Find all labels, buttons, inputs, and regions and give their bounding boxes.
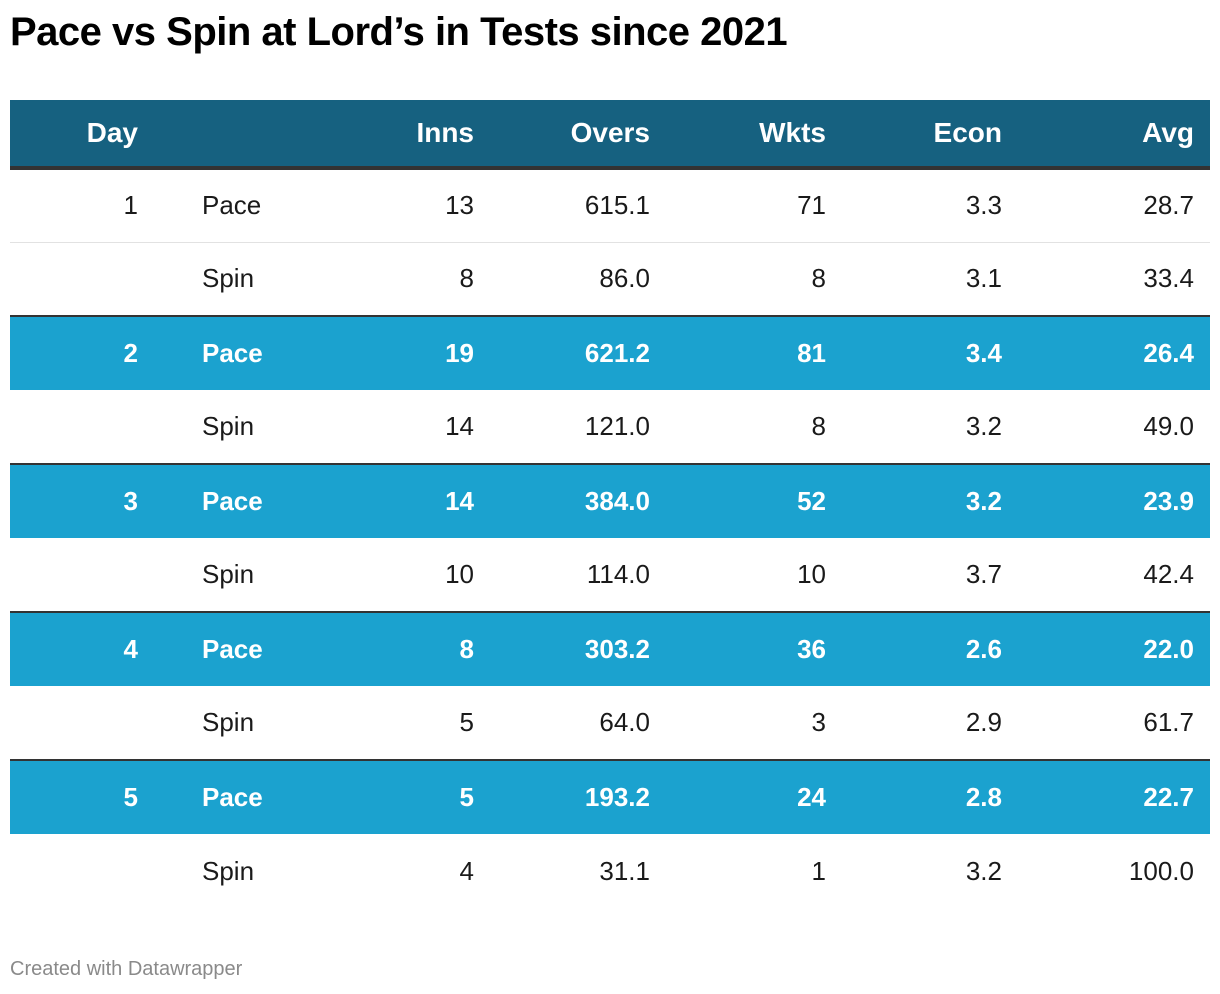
- cell-day: 1: [10, 168, 150, 243]
- cell-avg: 26.4: [1018, 315, 1210, 390]
- cell-econ: 3.2: [842, 463, 1018, 538]
- cell-inns: 5: [459, 707, 474, 737]
- table-row: 5 Pace 5 193.2 24 2.8 22.7: [10, 759, 1210, 834]
- cell-inns: 5: [310, 759, 490, 834]
- cell-wkts: 8: [811, 263, 826, 294]
- cell-avg: 49.0: [1143, 411, 1194, 441]
- cell-overs: 621.2: [490, 315, 666, 390]
- footer-credit: Created with Datawrapper: [10, 958, 243, 980]
- cell-avg: 23.9: [1018, 463, 1210, 538]
- cell-wkts: 81: [666, 315, 842, 390]
- cell-econ: 2.6: [842, 611, 1018, 686]
- cell-econ: 3.4: [842, 315, 1018, 390]
- cell-day: 4: [10, 611, 150, 686]
- table-header: Day Inns Overs Wkts Econ Avg: [10, 100, 1210, 170]
- data-table-container: Day Inns Overs Wkts Econ Avg 1 Pace 13 615.…: [10, 100, 1210, 908]
- cell-avg: 100.0: [1128, 855, 1194, 886]
- cell-wkts: 8: [811, 411, 826, 441]
- cell-day: [10, 390, 150, 464]
- table-row: 2 Pace 19 621.2 81 3.4 26.4: [10, 315, 1210, 390]
- cell-type: Pace: [150, 759, 310, 834]
- cell-type: Spin: [202, 707, 255, 737]
- cell-inns: 10: [445, 559, 474, 589]
- cell-avg: 28.7: [1018, 168, 1210, 243]
- column-header-type: [150, 100, 310, 170]
- cell-avg: 22.7: [1018, 759, 1210, 834]
- data-table: Day Inns Overs Wkts Econ Avg 1 Pace 13 615.…: [10, 100, 1210, 908]
- cell-day: [10, 834, 150, 908]
- cell-overs: 114.0: [586, 559, 650, 589]
- cell-day: 2: [10, 315, 150, 390]
- cell-inns: 4: [459, 855, 474, 886]
- table-row: Spin 4 31.1 1 3.2 100.0: [10, 834, 1210, 908]
- cell-econ: 2.9: [965, 707, 1002, 737]
- cell-overs: 615.1: [490, 168, 666, 243]
- cell-inns: 19: [310, 315, 490, 390]
- cell-econ: 3.2: [965, 855, 1002, 886]
- table-row: 4 Pace 8 303.2 36 2.6 22.0: [10, 611, 1210, 686]
- chart-title: Pace vs Spin at Lord’s in Tests since 20…: [10, 10, 788, 54]
- column-header-avg: Avg: [1018, 100, 1210, 170]
- cell-type: Spin: [202, 855, 255, 886]
- cell-day: [10, 242, 150, 316]
- cell-econ: 2.8: [842, 759, 1018, 834]
- cell-inns: 8: [310, 611, 490, 686]
- column-header-econ: Econ: [842, 100, 1018, 170]
- column-header-day: Day: [10, 100, 150, 170]
- header-row: Day Inns Overs Wkts Econ Avg: [10, 100, 1210, 170]
- cell-type: Spin: [202, 263, 255, 294]
- cell-econ: 3.3: [842, 168, 1018, 243]
- cell-inns: 8: [459, 263, 474, 294]
- cell-avg: 61.7: [1143, 707, 1194, 737]
- table-row: 3 Pace 14 384.0 52 3.2 23.9: [10, 463, 1210, 538]
- cell-wkts: 1: [811, 855, 826, 886]
- column-header-inns: Inns: [310, 100, 490, 170]
- cell-type: Pace: [150, 611, 310, 686]
- cell-overs: 31.1: [599, 855, 650, 886]
- cell-avg: 22.0: [1018, 611, 1210, 686]
- table-row: Spin 14 121.0 8 3.2 49.0: [10, 390, 1210, 464]
- cell-overs: 86.0: [599, 263, 650, 294]
- column-header-wkts: Wkts: [666, 100, 842, 170]
- column-header-overs: Overs: [490, 100, 666, 170]
- table-row: Spin 5 64.0 3 2.9 61.7: [10, 686, 1210, 760]
- cell-wkts: 3: [811, 707, 826, 737]
- cell-day: 3: [10, 463, 150, 538]
- cell-wkts: 24: [666, 759, 842, 834]
- cell-wkts: 52: [666, 463, 842, 538]
- cell-inns: 14: [310, 463, 490, 538]
- table-row: 1 Pace 13 615.1 71 3.3 28.7: [10, 168, 1210, 243]
- table-body: 1 Pace 13 615.1 71 3.3 28.7 Spin 8 86.0 8 3.1 33.4 2 P…: [10, 168, 1210, 908]
- cell-inns: 14: [445, 411, 474, 441]
- cell-wkts: 10: [797, 559, 826, 589]
- cell-overs: 384.0: [490, 463, 666, 538]
- cell-avg: 33.4: [1143, 263, 1194, 294]
- cell-type: Pace: [150, 463, 310, 538]
- cell-econ: 3.2: [965, 411, 1002, 441]
- cell-day: 5: [10, 759, 150, 834]
- cell-econ: 3.1: [965, 263, 1002, 294]
- cell-avg: 42.4: [1143, 559, 1194, 589]
- cell-day: [10, 686, 150, 760]
- table-row: Spin 10 114.0 10 3.7 42.4: [10, 538, 1210, 612]
- cell-type: Spin: [202, 411, 255, 441]
- cell-type: Pace: [150, 315, 310, 390]
- cell-econ: 3.7: [965, 559, 1002, 589]
- cell-day: [10, 538, 150, 612]
- cell-wkts: 36: [666, 611, 842, 686]
- cell-type: Spin: [202, 559, 255, 589]
- cell-overs: 193.2: [490, 759, 666, 834]
- cell-overs: 121.0: [584, 411, 650, 441]
- cell-overs: 64.0: [599, 707, 650, 737]
- table-row: Spin 8 86.0 8 3.1 33.4: [10, 242, 1210, 316]
- cell-type: Pace: [150, 168, 310, 243]
- cell-overs: 303.2: [490, 611, 666, 686]
- cell-inns: 13: [310, 168, 490, 243]
- cell-wkts: 71: [666, 168, 842, 243]
